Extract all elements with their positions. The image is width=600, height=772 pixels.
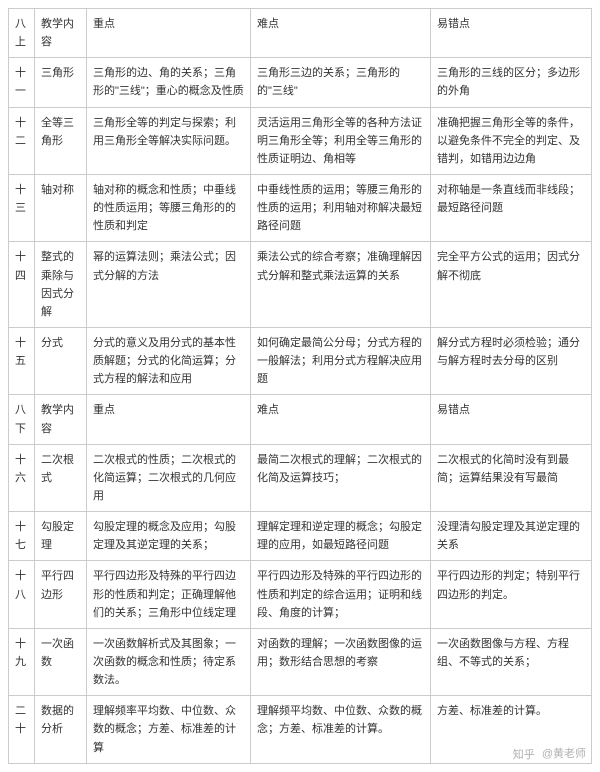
topic: 一次函数: [35, 628, 87, 695]
table-row: 八下教学内容重点难点易错点: [9, 395, 592, 444]
syllabus-table: 八上教学内容重点难点易错点十一三角形三角形的边、角的关系；三角形的"三线"；重心…: [8, 8, 592, 764]
common-errors: 三角形的三线的区分；多边形的外角: [431, 58, 592, 107]
common-errors: 完全平方公式的运用；因式分解不彻底: [431, 242, 592, 328]
table-row: 十一三角形三角形的边、角的关系；三角形的"三线"；重心的概念及性质三角形三边的关…: [9, 58, 592, 107]
table-row: 十四整式的乘除与因式分解幂的运算法则；乘法公式；因式分解的方法乘法公式的综合考察…: [9, 242, 592, 328]
chapter-number: 二十: [9, 696, 35, 763]
difficulties: 理解定理和逆定理的概念；勾股定理的应用，如最短路径问题: [251, 512, 431, 561]
topic: 勾股定理: [35, 512, 87, 561]
common-errors: 易错点: [431, 9, 592, 58]
difficulties: 难点: [251, 9, 431, 58]
topic: 二次根式: [35, 444, 87, 511]
key-points: 分式的意义及用分式的基本性质解题；分式的化简运算；分式方程的解法和应用: [87, 327, 251, 394]
difficulties: 如何确定最简公分母；分式方程的一般解法；利用分式方程解决应用题: [251, 327, 431, 394]
topic: 教学内容: [35, 9, 87, 58]
topic: 整式的乘除与因式分解: [35, 242, 87, 328]
difficulties: 对函数的理解；一次函数图像的运用；数形结合思想的考察: [251, 628, 431, 695]
key-points: 一次函数解析式及其图象；一次函数的概念和性质；待定系数法。: [87, 628, 251, 695]
chapter-number: 十二: [9, 107, 35, 174]
chapter-number: 十八: [9, 561, 35, 628]
key-points: 理解频率平均数、中位数、众数的概念；方差、标准差的计算: [87, 696, 251, 763]
table-row: 十二全等三角形三角形全等的判定与探索；利用三角形全等解决实际问题。灵活运用三角形…: [9, 107, 592, 174]
common-errors: 一次函数图像与方程、方程组、不等式的关系；: [431, 628, 592, 695]
table-row: 十八平行四边形平行四边形及特殊的平行四边形的性质和判定；正确理解他们的关系；三角…: [9, 561, 592, 628]
topic: 教学内容: [35, 395, 87, 444]
table-row: 十九一次函数一次函数解析式及其图象；一次函数的概念和性质；待定系数法。对函数的理…: [9, 628, 592, 695]
difficulties: 三角形三边的关系；三角形的的"三线": [251, 58, 431, 107]
topic: 平行四边形: [35, 561, 87, 628]
table-row: 二十数据的分析理解频率平均数、中位数、众数的概念；方差、标准差的计算理解频平均数…: [9, 696, 592, 763]
common-errors: 没理清勾股定理及其逆定理的关系: [431, 512, 592, 561]
key-points: 轴对称的概念和性质；中垂线的性质运用；等腰三角形的的性质和判定: [87, 174, 251, 241]
key-points: 三角形全等的判定与探索；利用三角形全等解决实际问题。: [87, 107, 251, 174]
topic: 轴对称: [35, 174, 87, 241]
table-row: 八上教学内容重点难点易错点: [9, 9, 592, 58]
topic: 全等三角形: [35, 107, 87, 174]
difficulties: 最简二次根式的理解；二次根式的化简及运算技巧；: [251, 444, 431, 511]
common-errors: 方差、标准差的计算。: [431, 696, 592, 763]
table-row: 十七勾股定理勾股定理的概念及应用；勾股定理及其逆定理的关系；理解定理和逆定理的概…: [9, 512, 592, 561]
key-points: 勾股定理的概念及应用；勾股定理及其逆定理的关系；: [87, 512, 251, 561]
difficulties: 难点: [251, 395, 431, 444]
key-points: 二次根式的性质；二次根式的化简运算；二次根式的几何应用: [87, 444, 251, 511]
difficulties: 理解频平均数、中位数、众数的概念；方差、标准差的计算。: [251, 696, 431, 763]
table-row: 十五分式分式的意义及用分式的基本性质解题；分式的化简运算；分式方程的解法和应用如…: [9, 327, 592, 394]
chapter-number: 十九: [9, 628, 35, 695]
key-points: 平行四边形及特殊的平行四边形的性质和判定；正确理解他们的关系；三角形中位线定理: [87, 561, 251, 628]
chapter-number: 十三: [9, 174, 35, 241]
key-points: 重点: [87, 9, 251, 58]
topic: 三角形: [35, 58, 87, 107]
table-row: 十六二次根式二次根式的性质；二次根式的化简运算；二次根式的几何应用最简二次根式的…: [9, 444, 592, 511]
key-points: 幂的运算法则；乘法公式；因式分解的方法: [87, 242, 251, 328]
chapter-number: 十六: [9, 444, 35, 511]
topic: 数据的分析: [35, 696, 87, 763]
chapter-number: 十一: [9, 58, 35, 107]
common-errors: 对称轴是一条直线而非线段；最短路径问题: [431, 174, 592, 241]
chapter-number: 八上: [9, 9, 35, 58]
key-points: 重点: [87, 395, 251, 444]
key-points: 三角形的边、角的关系；三角形的"三线"；重心的概念及性质: [87, 58, 251, 107]
chapter-number: 十四: [9, 242, 35, 328]
difficulties: 平行四边形及特殊的平行四边形的性质和判定的综合运用；证明和线段、角度的计算；: [251, 561, 431, 628]
chapter-number: 十七: [9, 512, 35, 561]
difficulties: 中垂线性质的运用；等腰三角形的性质的运用；利用轴对称解决最短路径问题: [251, 174, 431, 241]
common-errors: 解分式方程时必须检验；通分与解方程时去分母的区别: [431, 327, 592, 394]
common-errors: 准确把握三角形全等的条件，以避免条件不完全的判定、及错判，如错用边边角: [431, 107, 592, 174]
common-errors: 二次根式的化简时没有到最简；运算结果没有写最简: [431, 444, 592, 511]
common-errors: 易错点: [431, 395, 592, 444]
difficulties: 灵活运用三角形全等的各种方法证明三角形全等；利用全等三角形的性质证明边、角相等: [251, 107, 431, 174]
difficulties: 乘法公式的综合考察；准确理解因式分解和整式乘法运算的关系: [251, 242, 431, 328]
table-row: 十三轴对称轴对称的概念和性质；中垂线的性质运用；等腰三角形的的性质和判定中垂线性…: [9, 174, 592, 241]
chapter-number: 八下: [9, 395, 35, 444]
chapter-number: 十五: [9, 327, 35, 394]
common-errors: 平行四边形的判定；特别平行四边形的判定。: [431, 561, 592, 628]
topic: 分式: [35, 327, 87, 394]
